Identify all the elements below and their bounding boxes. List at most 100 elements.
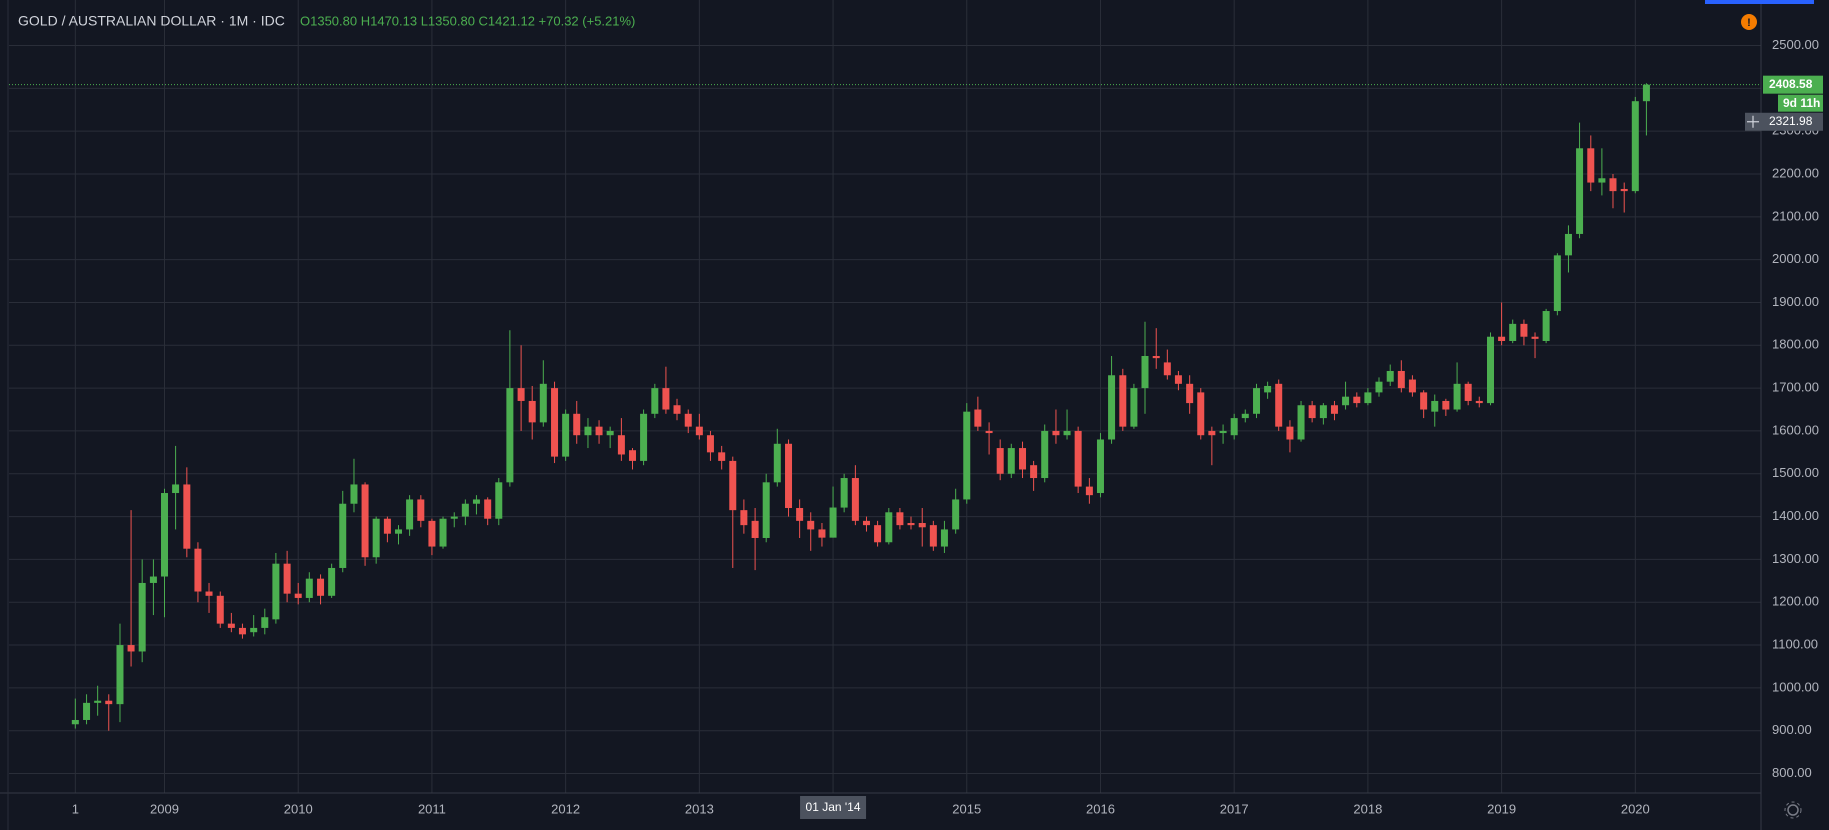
candle-body (1598, 178, 1606, 183)
candle-body (417, 499, 425, 521)
candle-body (573, 413, 581, 436)
candle-body (740, 510, 748, 526)
candle-body (406, 499, 414, 530)
candle-body (562, 413, 570, 457)
candle-body (1219, 430, 1227, 434)
settings-icon[interactable] (1784, 801, 1802, 819)
candle-body (71, 719, 79, 725)
candle-body (428, 520, 436, 547)
candle-body (172, 484, 180, 494)
candle-body (1130, 388, 1138, 427)
candle-body (885, 512, 893, 543)
y-tick-label: 1800.00 (1772, 337, 1819, 352)
settings-icon-ring (1787, 804, 1799, 816)
candle-body (929, 525, 937, 547)
settings-icon-teeth (1784, 801, 1802, 819)
candle-body (874, 525, 882, 543)
candle-body (1576, 148, 1584, 234)
grid-layer (9, 0, 1761, 793)
alert-icon[interactable] (1741, 14, 1757, 30)
candle-body (339, 503, 347, 568)
candle-body (1631, 101, 1639, 192)
y-tick-label: 800.00 (1772, 765, 1812, 780)
candle-body (1096, 439, 1104, 494)
y-tick-label: 1500.00 (1772, 465, 1819, 480)
candle-body (450, 516, 458, 519)
candle-body (1241, 413, 1249, 419)
candles (71, 83, 1650, 731)
candle-body (684, 413, 692, 427)
candle-body (1642, 84, 1650, 102)
crosshair-price-box (1745, 112, 1823, 131)
candle-body (807, 520, 815, 530)
x-tick-label: 2012 (551, 801, 580, 816)
candle-body (1375, 381, 1383, 393)
candle-body (528, 400, 536, 423)
alert-icon-mark: ! (1747, 17, 1751, 29)
candle-body (918, 522, 926, 528)
candle-body (1553, 255, 1561, 312)
candle-body (785, 443, 793, 509)
x-tick-label: 2010 (284, 801, 313, 816)
candle-body (773, 443, 781, 483)
candle-body (506, 388, 514, 483)
y-tick-label: 2100.00 (1772, 208, 1819, 223)
candle-body (940, 529, 948, 547)
candle-body (1442, 400, 1450, 410)
candle-body (718, 452, 726, 461)
candle-body (116, 645, 124, 705)
candle-body (1420, 392, 1428, 410)
candle-body (952, 499, 960, 530)
candle-body (1364, 392, 1372, 404)
candle-body (1609, 178, 1617, 192)
candle-body (907, 522, 915, 526)
candle-body (1498, 336, 1506, 342)
candle-body (1152, 355, 1160, 359)
candle-body (261, 617, 269, 628)
candle-body (1108, 375, 1116, 440)
candle-body (1520, 323, 1528, 337)
candle-body (305, 578, 313, 598)
candle-body (1041, 430, 1049, 479)
y-tick-label: 2200.00 (1772, 165, 1819, 180)
candle-body (1007, 448, 1015, 474)
candle-body (1074, 430, 1082, 487)
candle-body (695, 426, 703, 436)
candle-body (1542, 311, 1550, 342)
x-tick-label: 2015 (952, 801, 981, 816)
candle-body (1230, 418, 1238, 436)
crosshair-price-label: 2321.98 (1769, 114, 1813, 128)
x-tick-label: 2009 (150, 801, 179, 816)
candle-body (1264, 385, 1272, 393)
candle-body (985, 430, 993, 434)
candle-body (138, 582, 146, 652)
candle-body (1119, 375, 1127, 427)
candle-body (1464, 383, 1472, 401)
x-tick-label: 2020 (1621, 801, 1650, 816)
candle-body (227, 623, 235, 628)
candle-body (551, 388, 559, 457)
candle-body (1030, 465, 1038, 479)
candle-body (651, 388, 659, 414)
candle-body (1319, 405, 1327, 419)
candle-body (350, 484, 358, 504)
y-tick-label: 1400.00 (1772, 508, 1819, 523)
candle-body (1453, 383, 1461, 410)
candle-body (205, 591, 213, 596)
candle-body (862, 520, 870, 526)
candle-body (539, 383, 547, 423)
candle-body (1330, 405, 1338, 414)
y-tick-label: 2500.00 (1772, 37, 1819, 52)
candle-body (83, 702, 91, 720)
candle-body (183, 484, 191, 549)
candle-body (974, 409, 982, 427)
candle-body (1286, 426, 1294, 440)
candle-body (840, 478, 848, 508)
candle-body (317, 578, 325, 596)
candle-body (294, 593, 302, 598)
candle-body (1475, 400, 1483, 404)
y-tick-label: 2000.00 (1772, 251, 1819, 266)
candle-body (963, 411, 971, 500)
